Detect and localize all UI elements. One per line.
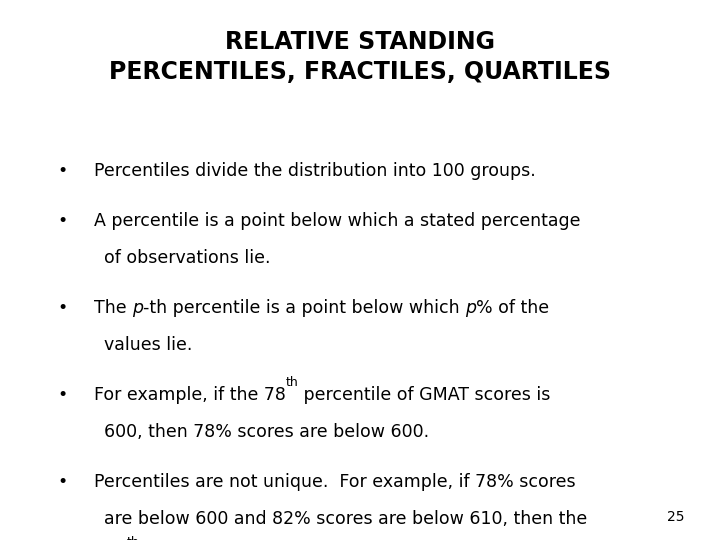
Text: RELATIVE STANDING
PERCENTILES, FRACTILES, QUARTILES: RELATIVE STANDING PERCENTILES, FRACTILES… (109, 30, 611, 84)
Text: •: • (58, 473, 68, 491)
Text: A percentile is a point below which a stated percentage: A percentile is a point below which a st… (94, 212, 580, 230)
Text: The: The (94, 299, 132, 317)
Text: •: • (58, 212, 68, 230)
Text: -th percentile is a point below which: -th percentile is a point below which (143, 299, 465, 317)
Text: are below 600 and 82% scores are below 610, then the: are below 600 and 82% scores are below 6… (104, 510, 588, 528)
Text: p: p (465, 299, 476, 317)
Text: •: • (58, 386, 68, 404)
Text: 600, then 78% scores are below 600.: 600, then 78% scores are below 600. (104, 423, 430, 441)
Text: •: • (58, 162, 68, 180)
Text: •: • (58, 299, 68, 317)
Text: values lie.: values lie. (104, 336, 193, 354)
Text: % of the: % of the (476, 299, 549, 317)
Text: percentile of GMAT scores is: percentile of GMAT scores is (298, 386, 551, 404)
Text: th: th (127, 536, 139, 540)
Text: th: th (285, 376, 298, 389)
Text: For example, if the 78: For example, if the 78 (94, 386, 285, 404)
Text: Percentiles are not unique.  For example, if 78% scores: Percentiles are not unique. For example,… (94, 473, 575, 491)
Text: Percentiles divide the distribution into 100 groups.: Percentiles divide the distribution into… (94, 162, 536, 180)
Text: 25: 25 (667, 510, 684, 524)
Text: of observations lie.: of observations lie. (104, 249, 271, 267)
Text: p: p (132, 299, 143, 317)
